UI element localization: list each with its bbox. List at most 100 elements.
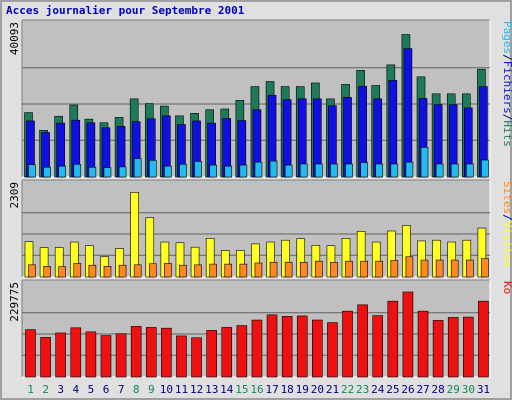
bar-kbytes-29 bbox=[447, 317, 459, 378]
day-label-20: 20 bbox=[311, 383, 324, 396]
bar-sites-12 bbox=[194, 264, 202, 278]
bar-pages-3 bbox=[58, 165, 66, 178]
bar-kbytes-25 bbox=[387, 300, 399, 378]
bar-kbytes-7 bbox=[115, 333, 127, 378]
side-legend-hits-files-pages-part-4: Hits bbox=[501, 120, 512, 147]
day-label-14: 14 bbox=[220, 383, 234, 396]
bar-files-26 bbox=[403, 48, 413, 178]
bar-pages-15 bbox=[239, 164, 248, 178]
bar-pages-28 bbox=[435, 163, 444, 178]
y-tick-label-sites-visits: 2309 bbox=[8, 182, 21, 209]
bar-pages-5 bbox=[88, 166, 97, 178]
y-tick-label-kbytes: 229775 bbox=[8, 282, 21, 322]
side-legend-hits-files-pages-part-0: Pages bbox=[501, 21, 512, 54]
bar-kbytes-10 bbox=[161, 327, 172, 378]
bar-pages-10 bbox=[164, 165, 172, 178]
bar-kbytes-15 bbox=[236, 325, 248, 378]
bar-pages-4 bbox=[73, 164, 82, 178]
day-label-25: 25 bbox=[386, 383, 399, 396]
bar-sites-5 bbox=[88, 264, 97, 278]
bar-sites-28 bbox=[435, 259, 444, 278]
bar-pages-25 bbox=[390, 163, 399, 178]
bar-kbytes-5 bbox=[85, 331, 97, 378]
bar-files-25 bbox=[388, 80, 398, 178]
day-label-18: 18 bbox=[281, 383, 294, 396]
bar-sites-20 bbox=[315, 260, 323, 278]
bar-kbytes-21 bbox=[327, 322, 338, 378]
bar-pages-12 bbox=[194, 161, 202, 178]
bar-sites-9 bbox=[148, 263, 157, 278]
bar-sites-26 bbox=[405, 256, 414, 278]
bar-pages-16 bbox=[254, 161, 263, 178]
bar-sites-8 bbox=[133, 264, 142, 278]
day-label-8: 8 bbox=[133, 383, 140, 396]
bar-sites-4 bbox=[73, 263, 82, 278]
bar-pages-19 bbox=[299, 163, 308, 178]
day-label-19: 19 bbox=[296, 383, 309, 396]
bar-sites-7 bbox=[118, 264, 127, 278]
bar-sites-27 bbox=[420, 259, 429, 278]
bar-sites-16 bbox=[254, 262, 263, 278]
bar-kbytes-30 bbox=[463, 316, 474, 378]
bar-pages-18 bbox=[284, 164, 293, 178]
day-label-16: 16 bbox=[250, 383, 263, 396]
bar-sites-31 bbox=[481, 258, 489, 278]
side-legend-kbytes: Ko bbox=[501, 281, 512, 294]
bar-pages-17 bbox=[269, 160, 278, 178]
bar-visits-8 bbox=[130, 192, 139, 278]
bar-kbytes-8 bbox=[130, 326, 142, 378]
bar-pages-27 bbox=[420, 147, 429, 178]
day-label-22: 22 bbox=[341, 383, 354, 396]
bar-kbytes-2 bbox=[40, 337, 51, 378]
bar-pages-9 bbox=[148, 160, 157, 178]
bar-pages-22 bbox=[345, 163, 353, 178]
bar-pages-20 bbox=[315, 163, 323, 178]
bar-sites-23 bbox=[360, 260, 368, 278]
bar-sites-22 bbox=[345, 260, 353, 278]
bar-sites-6 bbox=[103, 266, 112, 278]
bar-pages-11 bbox=[179, 164, 187, 178]
day-label-17: 17 bbox=[265, 383, 278, 396]
chart-title: Acces journalier pour Septembre 2001 bbox=[6, 4, 245, 17]
bar-kbytes-18 bbox=[281, 316, 293, 378]
side-legend-hits-files-pages: Pages/Fichiers/Hits bbox=[501, 21, 512, 147]
bar-pages-21 bbox=[330, 163, 338, 178]
bar-sites-21 bbox=[330, 261, 338, 278]
bar-pages-30 bbox=[466, 163, 474, 178]
bar-kbytes-14 bbox=[221, 327, 233, 378]
day-label-11: 11 bbox=[175, 383, 188, 396]
bar-kbytes-16 bbox=[251, 319, 263, 378]
day-label-28: 28 bbox=[432, 383, 445, 396]
side-legend-hits-files-pages-part-3: / bbox=[501, 114, 512, 121]
day-label-3: 3 bbox=[57, 383, 64, 396]
bar-kbytes-9 bbox=[145, 327, 157, 378]
day-label-13: 13 bbox=[205, 383, 218, 396]
bar-pages-31 bbox=[481, 159, 489, 178]
bar-kbytes-17 bbox=[266, 314, 278, 378]
bar-sites-2 bbox=[43, 266, 51, 278]
bar-pages-24 bbox=[375, 163, 384, 178]
bar-pages-2 bbox=[43, 166, 51, 178]
day-label-23: 23 bbox=[356, 383, 369, 396]
bar-kbytes-19 bbox=[296, 315, 308, 378]
day-label-6: 6 bbox=[103, 383, 110, 396]
day-label-29: 29 bbox=[447, 383, 460, 396]
day-label-5: 5 bbox=[88, 383, 95, 396]
bar-kbytes-23 bbox=[357, 304, 368, 378]
day-label-7: 7 bbox=[118, 383, 125, 396]
bar-kbytes-20 bbox=[312, 319, 323, 378]
day-label-24: 24 bbox=[371, 383, 385, 396]
bar-pages-26 bbox=[405, 161, 414, 178]
day-label-9: 9 bbox=[148, 383, 155, 396]
bar-sites-29 bbox=[450, 259, 459, 278]
bar-sites-24 bbox=[375, 260, 384, 278]
side-legend-kbytes-part-0: Ko bbox=[501, 281, 512, 294]
bar-pages-8 bbox=[133, 158, 142, 178]
side-legend-sites-visits-part-1: / bbox=[501, 214, 512, 221]
bar-sites-25 bbox=[390, 260, 399, 278]
bar-sites-13 bbox=[209, 263, 217, 278]
side-legend-hits-files-pages-part-1: / bbox=[501, 54, 512, 61]
bar-kbytes-6 bbox=[100, 335, 112, 378]
bar-sites-14 bbox=[224, 263, 233, 278]
day-label-26: 26 bbox=[401, 383, 414, 396]
